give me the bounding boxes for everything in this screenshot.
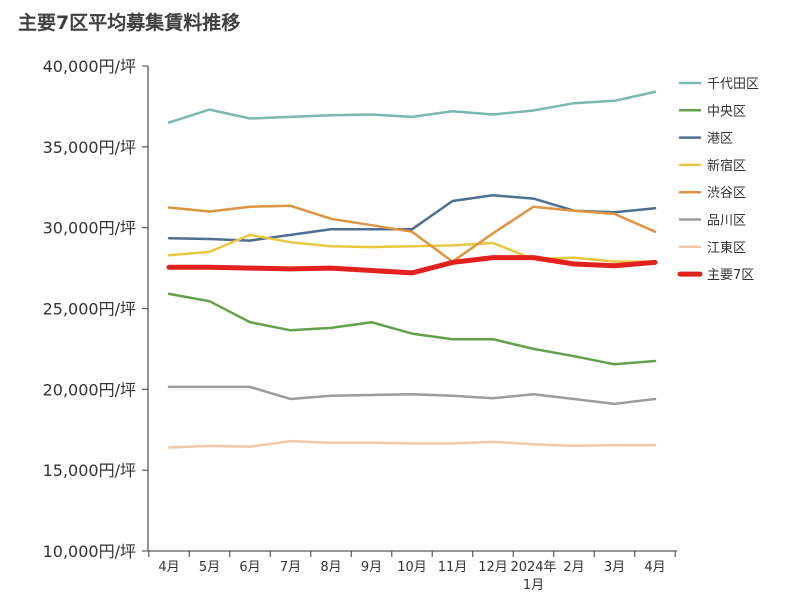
y-tick-label: 15,000円/坪 (43, 461, 136, 480)
x-tick-label: 3月 (604, 560, 625, 575)
x-tick-label: 11月 (438, 560, 468, 575)
x-tick-label: 12月 (478, 560, 508, 575)
x-tick-label: 8月 (320, 560, 341, 575)
chart-title: 主要7区平均募集賃料推移 (18, 12, 241, 34)
x-tick-label: 6月 (239, 560, 260, 575)
series-line (167, 439, 657, 449)
x-tick-label: 4月 (158, 560, 179, 575)
x-axis-ticks: 4月 5月 6月 7月 8月 9月 10月 11月 12月 2024年 1月 2月 3月 4月 (148, 551, 676, 593)
legend-label: 千代田区 (707, 77, 759, 92)
x-tick-label: 7月 (280, 560, 301, 575)
series-line (167, 385, 657, 406)
legend-label: 港区 (707, 132, 733, 147)
legend-label: 新宿区 (707, 158, 746, 174)
x-tick-label: 10月 (397, 560, 427, 575)
x-tick-label: 9月 (361, 560, 382, 575)
y-axis-ticks: 10,000円/坪 15,000円/坪 20,000円/坪 25,000円/坪 30,0… (43, 57, 148, 561)
chart-axes (147, 66, 677, 552)
legend-label: 江東区 (707, 240, 746, 256)
x-tick-label: 5月 (199, 560, 220, 575)
y-tick-label: 20,000円/坪 (43, 380, 136, 399)
legend-label: 品川区 (707, 214, 746, 229)
y-tick-label: 30,000円/坪 (43, 219, 136, 238)
series-line (167, 194, 657, 242)
legend-label: 主要7区 (707, 268, 754, 283)
y-tick-label: 25,000円/坪 (43, 300, 136, 319)
x-tick-label: 2024年 1月 (510, 560, 556, 593)
chart-series (166, 90, 658, 449)
y-tick-label: 35,000円/坪 (43, 138, 136, 157)
x-tick-label: 4月 (644, 560, 665, 575)
y-tick-label: 40,000円/坪 (43, 57, 136, 76)
series-line (167, 292, 657, 366)
series-line (167, 90, 657, 124)
y-tick-label: 10,000円/坪 (43, 542, 136, 561)
series-line (166, 255, 658, 276)
legend-label: 中央区 (707, 104, 746, 119)
x-tick-label: 2月 (563, 560, 584, 575)
series-line (167, 204, 657, 263)
legend-label: 渋谷区 (707, 186, 746, 201)
series-line (167, 233, 657, 263)
